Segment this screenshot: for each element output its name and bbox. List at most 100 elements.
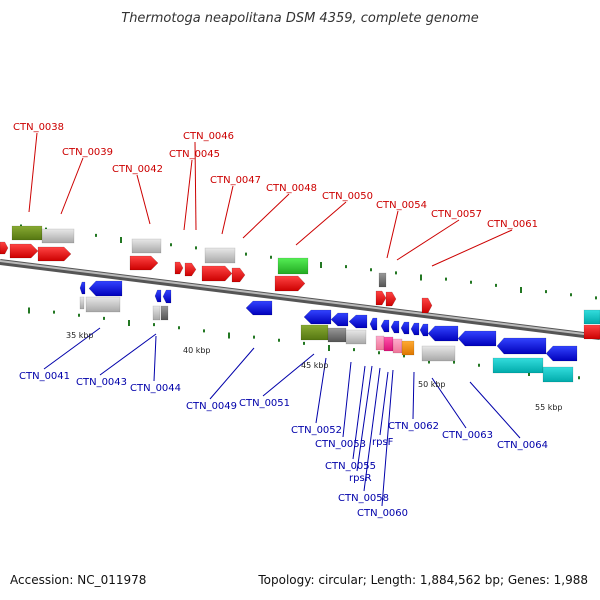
feature-cyan-box — [583, 309, 600, 325]
leader-line-top — [386, 210, 399, 259]
leader-line-bottom — [43, 327, 101, 370]
tick-lower — [78, 313, 80, 317]
gene-arrow-reverse — [427, 325, 459, 342]
leader-line-bottom — [209, 347, 255, 400]
tick-lower — [303, 341, 305, 345]
tick-upper — [95, 233, 97, 237]
gene-arrow-forward — [201, 265, 233, 282]
gene-arrow-reverse — [245, 300, 273, 316]
tick-upper — [470, 280, 472, 284]
leader-line-bottom — [99, 333, 157, 376]
tick-lower — [153, 323, 155, 327]
label-ctn-0051: CTN_0051 — [239, 398, 290, 409]
gene-arrow-reverse — [330, 312, 349, 327]
leader-line-bottom — [262, 353, 315, 397]
feature-gray-box — [204, 247, 236, 264]
tick-lower — [478, 363, 480, 367]
feature-dark-box — [160, 305, 169, 321]
label-ctn-0053: CTN_0053 — [315, 439, 366, 450]
leader-line-top — [431, 229, 513, 267]
gene-arrow-forward — [385, 291, 397, 307]
feature-olive-box — [11, 225, 43, 241]
leader-line-bottom — [431, 377, 467, 429]
label-ctn-0042: CTN_0042 — [112, 164, 163, 175]
label-ctn-0041: CTN_0041 — [19, 371, 70, 382]
leader-line-top — [28, 132, 38, 213]
tick-upper — [520, 287, 522, 293]
tick-lower — [378, 351, 380, 355]
tick-upper — [495, 283, 497, 287]
leader-line-bottom — [363, 367, 381, 492]
feature-leader-lines — [28, 132, 521, 507]
feature-rose-box — [392, 338, 403, 354]
feature-green-box — [277, 257, 309, 275]
feature-gray-box — [79, 296, 85, 310]
leader-line-bottom — [381, 369, 394, 507]
tick-upper — [270, 255, 272, 259]
tick-upper — [570, 293, 572, 297]
leader-line-top — [194, 141, 197, 231]
tick-lower — [203, 329, 205, 333]
scale-label-55kbp: 55 kbp — [535, 403, 563, 412]
scale-label-45kbp: 45 kbp — [301, 361, 329, 370]
feature-pink-box — [383, 336, 394, 352]
feature-red-box — [583, 324, 600, 340]
gene-arrow-reverse — [380, 319, 390, 333]
leader-line-top — [136, 174, 151, 225]
feature-gray-box — [152, 305, 161, 321]
tick-upper — [320, 262, 322, 268]
gene-arrow-forward — [129, 255, 159, 271]
feature-gray-box — [421, 345, 456, 362]
scale-label-50kbp: 50 kbp — [418, 380, 446, 389]
label-ctn-0047: CTN_0047 — [210, 175, 261, 186]
leader-line-bottom — [469, 381, 521, 439]
label-ctn-0046: CTN_0046 — [183, 131, 234, 142]
tick-upper — [395, 271, 397, 275]
tick-lower — [403, 354, 405, 358]
gene-arrow-reverse — [79, 281, 86, 295]
gene-arrow-reverse — [154, 289, 162, 303]
tick-lower — [178, 326, 180, 330]
tick-upper — [445, 277, 447, 281]
feature-gray-box — [41, 228, 75, 244]
tick-lower — [128, 320, 130, 326]
gene-arrow-forward — [0, 241, 9, 255]
label-ctn-0049: CTN_0049 — [186, 401, 237, 412]
gene-features — [0, 225, 600, 383]
tick-upper — [170, 243, 172, 247]
tick-lower — [328, 345, 330, 351]
tick-upper — [545, 290, 547, 294]
gene-arrow-reverse — [400, 321, 410, 335]
genome-summary-text: Topology: circular; Length: 1,884,562 bp… — [258, 573, 588, 587]
gene-arrow-reverse — [369, 317, 378, 331]
label-ctn-0057: CTN_0057 — [431, 209, 482, 220]
label-ctn-0039: CTN_0039 — [62, 147, 113, 158]
label-ctn-0045: CTN_0045 — [169, 149, 220, 160]
leader-line-top — [221, 185, 234, 235]
gene-arrow-forward — [174, 261, 184, 275]
leader-line-bottom — [153, 335, 157, 382]
feature-orange-box — [401, 340, 415, 356]
feature-rose-box — [375, 335, 385, 351]
label-ctn-0064: CTN_0064 — [497, 440, 548, 451]
tick-upper — [595, 296, 597, 300]
tick-upper — [245, 252, 247, 256]
feature-gray-box — [345, 329, 367, 345]
genome-title: Thermotoga neapolitana DSM 4359, complet… — [121, 11, 479, 26]
gene-arrow-reverse — [457, 330, 497, 347]
tick-lower — [353, 348, 355, 352]
leader-line-top — [295, 201, 347, 246]
leader-line-top — [396, 219, 460, 261]
gene-arrow-forward — [421, 297, 433, 314]
label-ctn-0058: CTN_0058 — [338, 493, 389, 504]
leader-line-bottom — [356, 365, 373, 472]
gene-arrow-reverse — [162, 289, 172, 304]
gene-arrow-forward — [9, 243, 39, 259]
tick-upper — [120, 237, 122, 243]
gene-arrow-reverse — [496, 337, 547, 355]
tick-upper — [345, 265, 347, 269]
feature-cyan-box — [542, 366, 574, 383]
tick-lower — [28, 307, 30, 314]
